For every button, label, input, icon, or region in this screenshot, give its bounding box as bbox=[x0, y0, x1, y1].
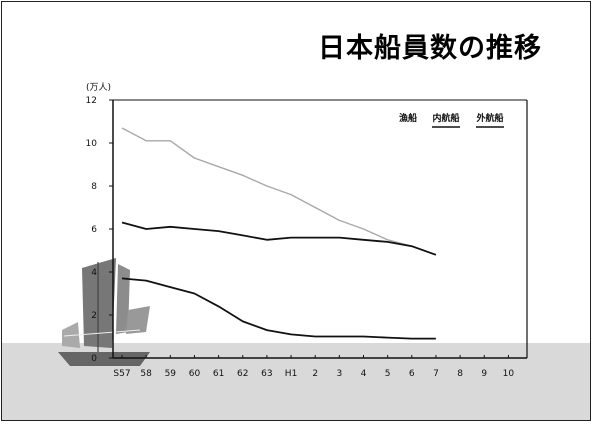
x-tick-label: 8 bbox=[457, 369, 463, 379]
x-tick-label: 7 bbox=[433, 369, 439, 379]
legend-label-1: 内航船 bbox=[432, 112, 459, 124]
y-tick-label: 8 bbox=[91, 182, 97, 192]
sailboat-illustration bbox=[58, 258, 150, 366]
x-tick-label: 63 bbox=[261, 369, 272, 379]
series-line-0 bbox=[121, 127, 437, 256]
x-tick-label: S57 bbox=[113, 369, 130, 379]
x-tick-label: 9 bbox=[481, 369, 487, 379]
x-tick-label: 10 bbox=[503, 369, 515, 379]
x-tick-label: 6 bbox=[409, 369, 415, 379]
x-tick-label: 59 bbox=[165, 369, 177, 379]
y-tick-label: 0 bbox=[91, 354, 97, 364]
chart-title: 日本船員数の推移 bbox=[318, 33, 542, 64]
y-tick-label: 10 bbox=[86, 139, 98, 149]
series-line-1 bbox=[121, 221, 437, 256]
series-line-2 bbox=[121, 277, 436, 340]
x-tick-label: 3 bbox=[336, 369, 342, 379]
legend-label-0: 漁船 bbox=[399, 112, 417, 124]
x-tick-label: 61 bbox=[213, 369, 224, 379]
x-tick-label: 58 bbox=[140, 369, 152, 379]
y-tick-label: 6 bbox=[91, 225, 97, 235]
x-tick-label: 2 bbox=[312, 369, 318, 379]
x-tick-label: 60 bbox=[189, 369, 201, 379]
legend-label-2: 外航船 bbox=[475, 112, 503, 124]
x-tick-label: 62 bbox=[237, 369, 248, 379]
x-tick-label: H1 bbox=[285, 369, 298, 379]
y-tick-label: 12 bbox=[86, 96, 97, 106]
y-tick-label: 4 bbox=[91, 268, 97, 278]
x-tick-label: 5 bbox=[385, 369, 391, 379]
x-tick-label: 4 bbox=[361, 369, 367, 379]
y-unit-label: (万人) bbox=[86, 82, 111, 93]
y-tick-label: 2 bbox=[91, 311, 97, 321]
